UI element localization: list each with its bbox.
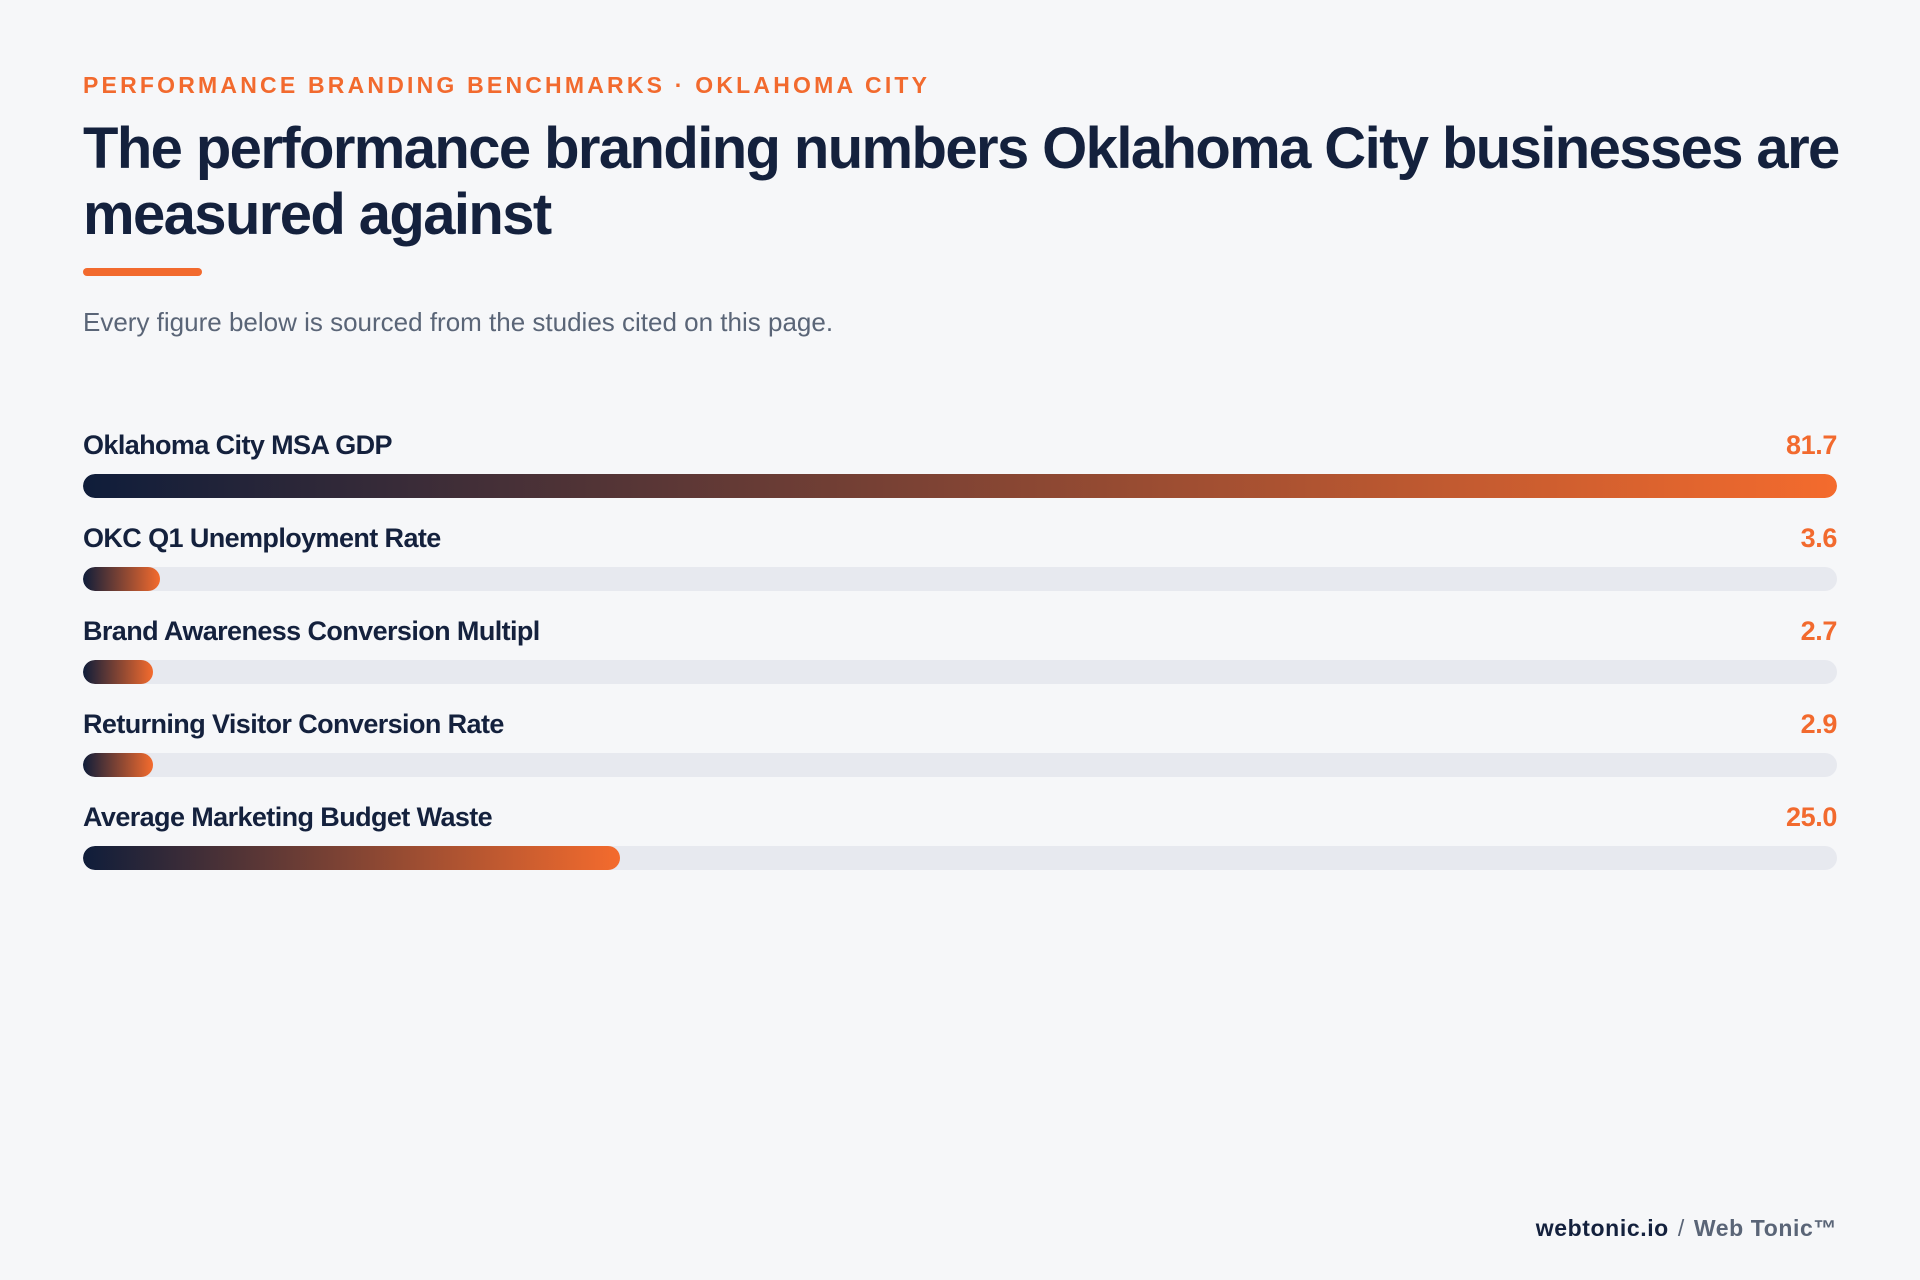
bar-value-label: 2.7 [1800, 616, 1838, 646]
bar-label: Brand Awareness Conversion Multipl [83, 616, 540, 646]
benchmark-bar-chart: Oklahoma City MSA GDP 81.7 OKC Q1 Unemploy… [83, 426, 1837, 891]
bar-row: Average Marketing Budget Waste 25.0 [83, 798, 1837, 891]
bar-fill [83, 846, 620, 870]
bar-track [83, 753, 1837, 777]
bar-fill [83, 660, 153, 684]
bar-header: Returning Visitor Conversion Rate 2.9 [83, 705, 1837, 741]
bar-label: Average Marketing Budget Waste [83, 802, 493, 832]
bar-header: Brand Awareness Conversion Multipl 2.7 [83, 612, 1837, 648]
bar-label: Oklahoma City MSA GDP [83, 430, 393, 460]
bar-track [83, 474, 1837, 498]
page-title: The performance branding numbers Oklahom… [83, 116, 1840, 247]
title-accent-rule [83, 268, 202, 276]
bar-value-label: 25.0 [1786, 802, 1837, 832]
footer-brand: Web Tonic™ [1693, 1215, 1837, 1241]
footer-separator: / [1677, 1215, 1685, 1241]
bar-fill [83, 753, 153, 777]
bar-track [83, 567, 1837, 591]
eyebrow-label: PERFORMANCE BRANDING BENCHMARKS · OKLAHO… [83, 72, 931, 98]
bar-header: Oklahoma City MSA GDP 81.7 [83, 426, 1837, 462]
bar-value-label: 3.6 [1800, 523, 1838, 553]
bar-value-label: 2.9 [1800, 709, 1838, 739]
bar-label: Returning Visitor Conversion Rate [83, 709, 504, 739]
bar-fill [83, 474, 1837, 498]
bar-header: OKC Q1 Unemployment Rate 3.6 [83, 519, 1837, 555]
footer-credit: webtonic.io / Web Tonic™ [1536, 1213, 1837, 1243]
bar-label: OKC Q1 Unemployment Rate [83, 523, 441, 553]
page-subtitle: Every figure below is sourced from the s… [83, 307, 834, 337]
bar-fill [83, 567, 161, 591]
bar-header: Average Marketing Budget Waste 25.0 [83, 798, 1837, 834]
bar-row: Returning Visitor Conversion Rate 2.9 [83, 705, 1837, 798]
bar-row: OKC Q1 Unemployment Rate 3.6 [83, 519, 1837, 612]
bar-row: Brand Awareness Conversion Multipl 2.7 [83, 612, 1837, 705]
footer-site-link[interactable]: webtonic.io [1535, 1215, 1669, 1241]
bar-track [83, 660, 1837, 684]
bar-track [83, 846, 1837, 870]
bar-value-label: 81.7 [1786, 430, 1837, 460]
bar-row: Oklahoma City MSA GDP 81.7 [83, 426, 1837, 519]
